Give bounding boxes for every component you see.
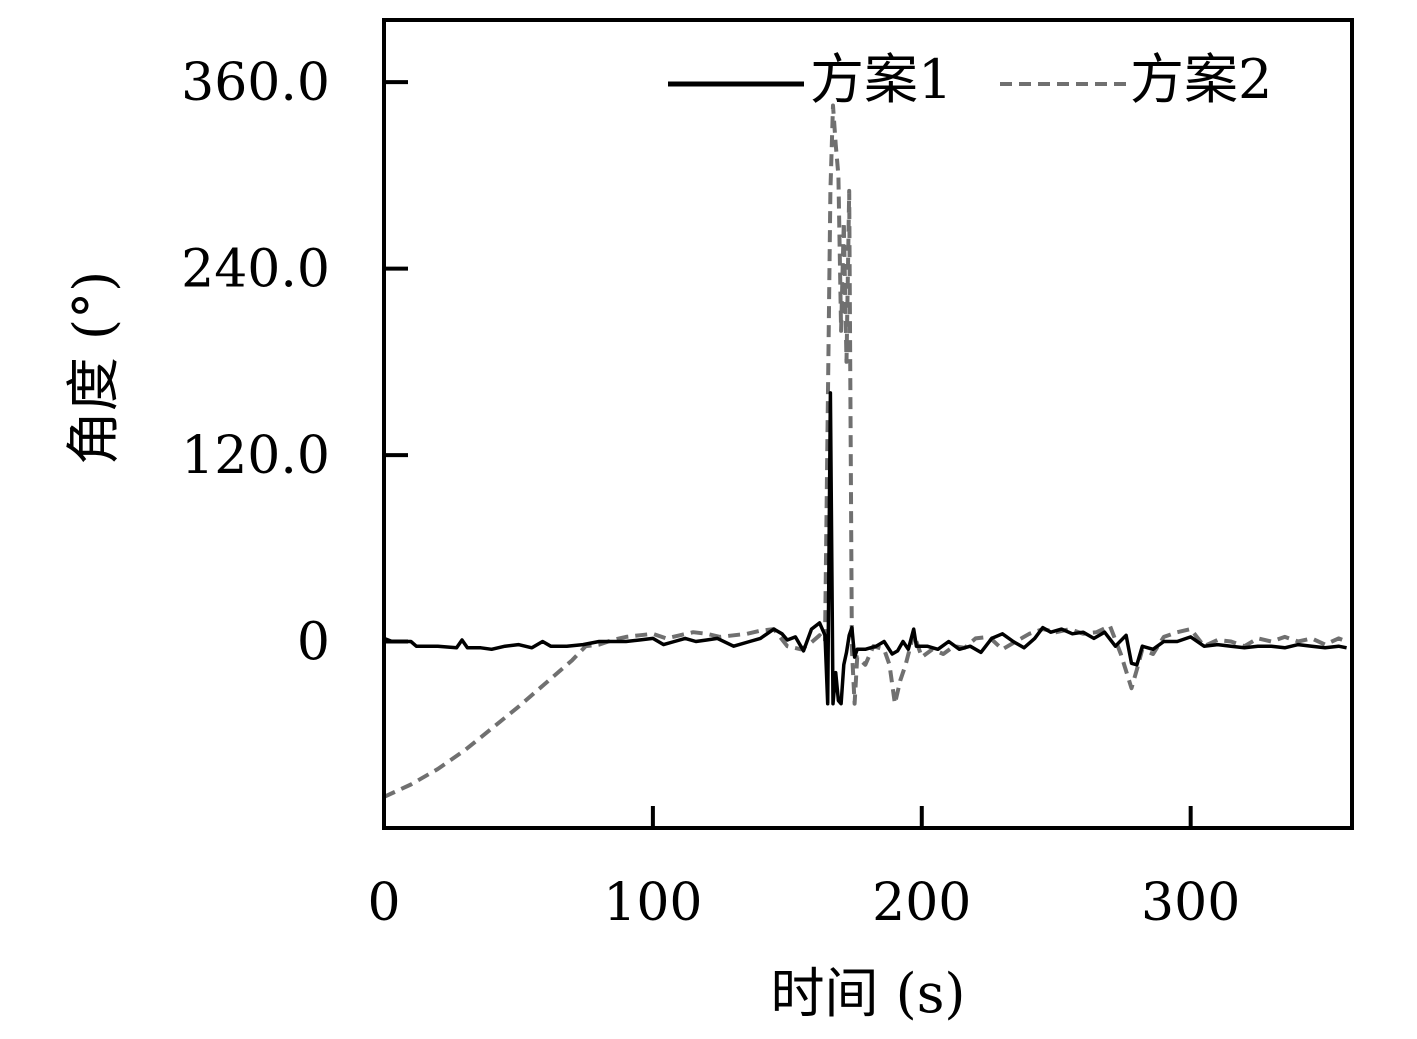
- tick-layer: 0 120.0 240.0 360.0 0 100 200 300: [181, 53, 1240, 933]
- legend-label-series-2: 方案2: [1130, 48, 1272, 111]
- y-tick-label: 240.0: [181, 240, 330, 300]
- x-axis-title: 时间 (s): [770, 962, 965, 1025]
- x-tick-label: 0: [367, 873, 400, 933]
- series-line-2: [383, 103, 1348, 799]
- x-tick-label: 200: [872, 873, 971, 933]
- x-tick-label: 100: [603, 873, 702, 933]
- legend: 方案1 方案2: [668, 48, 1272, 111]
- y-tick-label: 120.0: [181, 426, 330, 486]
- y-tick-label: 0: [297, 613, 330, 673]
- y-tick-label: 360.0: [181, 53, 330, 113]
- legend-label-series-1: 方案1: [810, 48, 952, 111]
- plot-frame: [382, 18, 1354, 830]
- series-layer: [383, 103, 1348, 799]
- x-tick-label: 300: [1141, 873, 1240, 933]
- y-axis-title: 角度 (°): [62, 271, 125, 465]
- series-line-1: [383, 391, 1347, 706]
